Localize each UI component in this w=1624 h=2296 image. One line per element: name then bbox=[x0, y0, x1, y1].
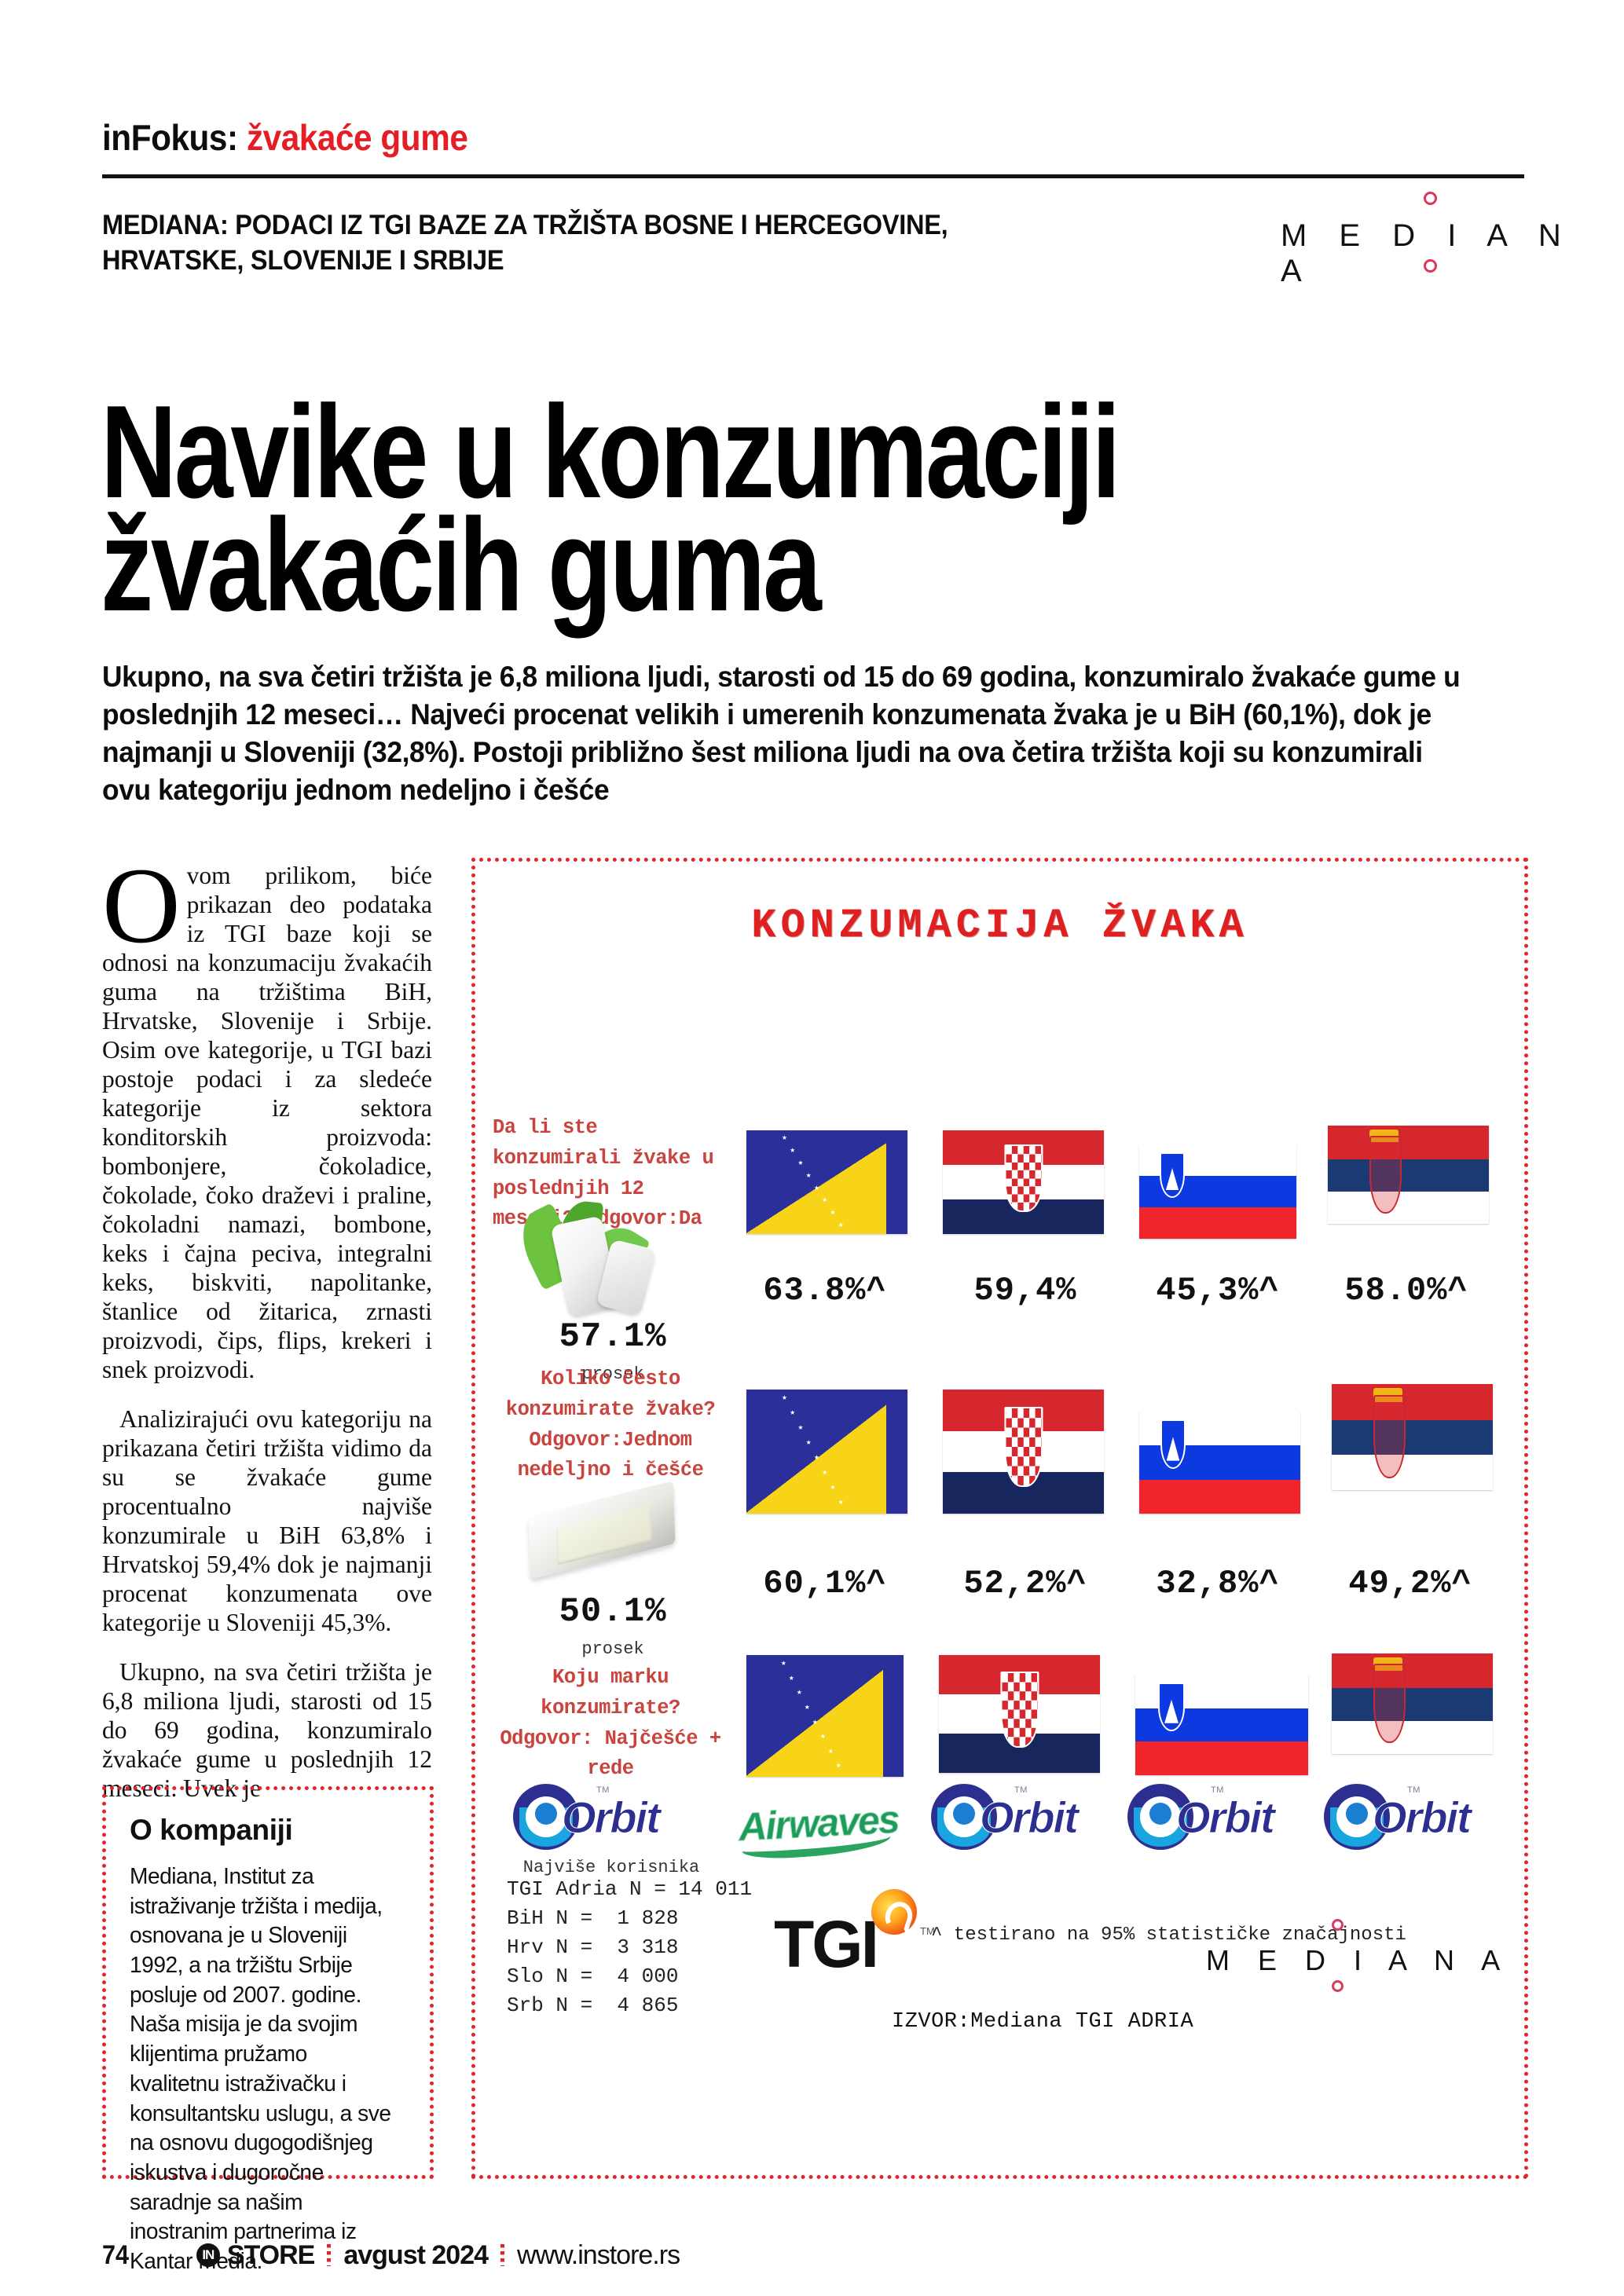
kicker-prefix: inFokus: bbox=[102, 117, 247, 158]
brand-croatia-orbit: Orbit TM bbox=[931, 1781, 1112, 1853]
headline-line-1: Navike u konzumaciji bbox=[101, 377, 1121, 525]
mediana-logo-footer-text: M E D I A N A bbox=[1206, 1944, 1511, 1976]
source-line: IZVOR:Mediana TGI ADRIA bbox=[892, 2010, 1194, 2034]
question-label-2: Koliko često konzumirate žvake? Odgovor:… bbox=[505, 1368, 716, 1482]
body-paragraph-2: Analizirajući ovu kategoriju na prikazan… bbox=[102, 1405, 432, 1636]
drop-cap: O bbox=[102, 845, 181, 965]
row-2-average-caption: prosek bbox=[581, 1639, 644, 1659]
deck-source-line: MEDIANA: PODACI IZ TGI BAZE ZA TRŽIŠTA B… bbox=[102, 210, 948, 276]
about-company-box: O kompaniji Mediana, Institut za istraži… bbox=[102, 1786, 434, 2274]
value-row-2-croatia: 52,2%^ bbox=[963, 1565, 1087, 1602]
website-url: www.instore.rs bbox=[517, 2239, 680, 2270]
infographic-panel: KONZUMACIJA ŽVAKA Da li ste konzumirali … bbox=[471, 858, 1528, 2179]
row-2-average-value: 50.1% bbox=[559, 1592, 667, 1631]
chewing-gum-pellets-icon bbox=[510, 1199, 691, 1317]
value-row-1-serbia: 58.0%^ bbox=[1344, 1272, 1468, 1309]
mediana-logo-top: M E D I A N A bbox=[1281, 192, 1624, 289]
magazine-name: STORE bbox=[226, 2239, 316, 2270]
flag-bih-row-3: ★ ★ ★ ★ ★ ★ ★ ★ bbox=[746, 1655, 904, 1777]
section-kicker: inFokus: žvakaće gume bbox=[102, 116, 468, 159]
magazine-logo: IN STORE bbox=[196, 2240, 315, 2271]
brand-average-orbit-label: Orbit bbox=[562, 1792, 662, 1843]
mediana-logo-footer: M E D I A N A bbox=[1206, 1919, 1511, 1992]
question-label-1: Da li ste konzumirali žvake u poslednjih… bbox=[493, 1116, 714, 1231]
header-rule bbox=[102, 174, 1524, 178]
standfirst: Ukupno, na sva četiri tržišta je 6,8 mil… bbox=[102, 661, 1461, 807]
about-company-title: O kompaniji bbox=[130, 1814, 293, 1846]
flag-croatia-row-1 bbox=[943, 1130, 1104, 1234]
footer-separator-1 bbox=[327, 2244, 332, 2266]
tgi-swirl-icon bbox=[871, 1889, 917, 1935]
mediana-logo-text: M E D I A N A bbox=[1281, 218, 1573, 288]
flag-croatia-row-2 bbox=[943, 1390, 1104, 1514]
brand-serbia-orbit: Orbit TM bbox=[1324, 1781, 1505, 1853]
page-title: Navike u konzumaciji žvakaćih guma bbox=[101, 386, 1282, 639]
headline-line-2: žvakaćih guma bbox=[101, 491, 822, 639]
value-row-2-serbia: 49,2%^ bbox=[1348, 1565, 1472, 1602]
mediana-footer-dot-bottom-icon bbox=[1332, 1980, 1344, 1992]
page-number: 74 bbox=[102, 2239, 130, 2270]
brand-slovenia-orbit-label: Orbit bbox=[1176, 1792, 1276, 1843]
body-paragraph-3: Ukupno, na sva četiri tržišta je 6,8 mil… bbox=[102, 1658, 432, 1802]
value-row-2-slovenia: 32,8%^ bbox=[1156, 1565, 1280, 1602]
value-row-1-slovenia: 45,3%^ bbox=[1156, 1272, 1280, 1309]
row-1-average-value: 57.1% bbox=[559, 1317, 667, 1357]
mediana-dot-bottom-icon bbox=[1424, 259, 1437, 273]
brand-average-orbit: Orbit TM bbox=[513, 1781, 709, 1853]
flag-serbia-row-1 bbox=[1328, 1126, 1489, 1224]
chewing-gum-stick-icon bbox=[522, 1481, 687, 1592]
issue-date: avgust 2024 bbox=[343, 2239, 489, 2270]
brand-slovenia-orbit: Orbit TM bbox=[1127, 1781, 1308, 1853]
footer-separator-2 bbox=[500, 2244, 505, 2266]
sample-sizes: TGI Adria N = 14 011 BiH N = 1 828 Hrv N… bbox=[507, 1877, 753, 2017]
flag-slovenia-row-3 bbox=[1135, 1675, 1308, 1775]
brand-croatia-orbit-label: Orbit bbox=[980, 1792, 1080, 1843]
row-3-average-caption: Najviše korisnika bbox=[522, 1858, 700, 1877]
question-label-3: Koju marku konzumirate? Odgovor: Najčešć… bbox=[500, 1666, 721, 1781]
flag-slovenia-row-2 bbox=[1139, 1412, 1300, 1514]
flag-slovenia-row-1 bbox=[1139, 1144, 1296, 1239]
significance-note: ^ testirano na 95% statističke značajnos… bbox=[931, 1924, 1406, 1946]
about-company-text: Mediana, Institut za istraživanje tržišt… bbox=[130, 1864, 391, 2274]
tgi-logo: TGI TM bbox=[774, 1889, 935, 1983]
brand-bih-airwaves: Airwaves bbox=[737, 1787, 919, 1862]
page-footer: 74 IN STORE avgust 2024 www.instore.rs bbox=[102, 2236, 680, 2275]
flag-serbia-row-2 bbox=[1332, 1384, 1493, 1490]
body-paragraph-1-text: vom prilikom, biće prikazan deo podataka… bbox=[102, 862, 432, 1383]
infographic-title: KONZUMACIJA ŽVAKA bbox=[751, 903, 1248, 949]
mediana-footer-dot-top-icon bbox=[1332, 1919, 1344, 1931]
kicker-topic: žvakaće gume bbox=[246, 117, 468, 158]
flag-croatia-row-3 bbox=[939, 1655, 1100, 1773]
flag-serbia-row-3 bbox=[1332, 1653, 1493, 1754]
mediana-dot-top-icon bbox=[1424, 192, 1437, 205]
value-row-1-croatia: 59,4% bbox=[973, 1272, 1077, 1309]
flag-bih-row-2: ★ ★ ★ ★ ★ ★ ★ ★ bbox=[746, 1390, 907, 1514]
in-badge-icon: IN bbox=[196, 2243, 220, 2267]
row-1-average-caption: prosek bbox=[581, 1364, 644, 1384]
value-row-2-bih: 60,1%^ bbox=[763, 1565, 887, 1602]
flag-bih-row-1: ★ ★ ★ ★ ★ ★ ★ ★ bbox=[746, 1130, 907, 1234]
brand-serbia-orbit-label: Orbit bbox=[1373, 1792, 1472, 1843]
value-row-1-bih: 63.8%^ bbox=[763, 1272, 887, 1309]
